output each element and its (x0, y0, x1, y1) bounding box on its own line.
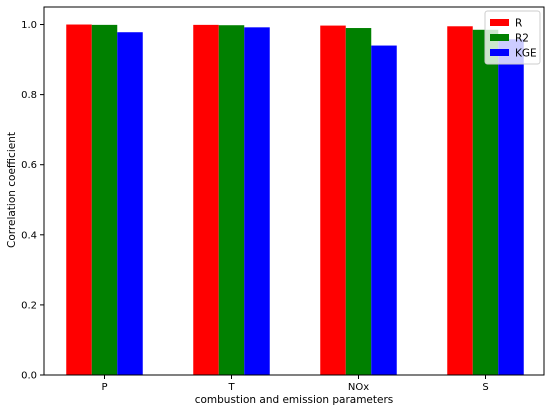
legend-label-r2: R2 (515, 33, 529, 45)
y-tick-label: 0.0 (21, 371, 37, 382)
y-tick-label: 0.4 (21, 230, 37, 241)
legend-label-r: R (515, 18, 522, 30)
bar-kge-s (498, 39, 524, 376)
x-tick-label: S (482, 382, 488, 393)
plot-frame (43, 6, 545, 376)
y-tick-label: 0.2 (21, 300, 37, 311)
bar-r2-t (218, 25, 245, 375)
y-tick-label: 0.6 (21, 160, 37, 171)
bar-r2-p (91, 24, 118, 376)
legend-swatch-r2 (490, 34, 509, 41)
y-tick-label: 1.0 (21, 20, 37, 31)
legend: R R2 KGE (484, 10, 541, 65)
y-axis-label: Correlation coefficient (6, 132, 18, 248)
bar-r-t (193, 24, 219, 376)
x-tick-label: P (101, 382, 107, 393)
axes-layer: 0.0 0.2 0.4 0.6 0.8 1.0 P T NOx S (21, 6, 545, 393)
bar-r2-nox (345, 28, 372, 376)
bar-r-p (66, 24, 92, 376)
legend-label-kge: KGE (515, 48, 537, 60)
y-tick-label: 0.8 (21, 90, 37, 101)
bar-kge-p (117, 32, 143, 375)
legend-swatch-r (490, 19, 509, 26)
x-tick-label: T (227, 382, 235, 393)
bar-kge-t (244, 27, 270, 376)
bar-r-nox (320, 25, 346, 376)
bar-r-s (447, 26, 473, 376)
bars-layer (66, 24, 524, 376)
legend-swatch-kge (490, 49, 509, 56)
x-tick-label: NOx (348, 382, 369, 393)
bar-r2-s (472, 29, 499, 376)
bar-kge-nox (371, 45, 397, 376)
x-axis-label: combustion and emission parameters (195, 394, 394, 406)
